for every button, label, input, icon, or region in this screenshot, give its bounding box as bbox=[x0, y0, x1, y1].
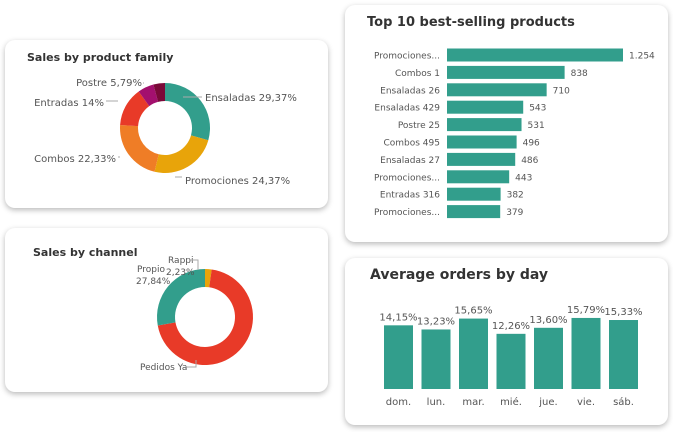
x-tick-label: jue. bbox=[538, 397, 557, 408]
bar bbox=[496, 333, 526, 389]
x-tick-label: sáb. bbox=[613, 396, 634, 408]
x-tick-label: dom. bbox=[386, 397, 411, 408]
bar bbox=[534, 327, 563, 389]
title-top10: Top 10 best-selling products bbox=[367, 15, 575, 30]
bar-category-label: Combos 1 bbox=[395, 69, 440, 79]
bar bbox=[447, 135, 517, 149]
slice-label: 27,84% bbox=[136, 277, 171, 287]
x-tick-label: mar. bbox=[462, 397, 484, 408]
bar-value-label: 15,65% bbox=[454, 306, 492, 317]
bar-value-label: 13,60% bbox=[529, 315, 567, 326]
bar-category-label: Promociones... bbox=[374, 52, 440, 62]
bar-value-label: 443 bbox=[515, 173, 532, 183]
title-orders-by-day: Average orders by day bbox=[370, 267, 549, 283]
bar-value-label: 379 bbox=[506, 208, 523, 218]
bar-value-label: 486 bbox=[521, 156, 538, 166]
bar bbox=[384, 325, 413, 389]
bar bbox=[447, 170, 510, 184]
bar bbox=[447, 48, 623, 62]
bar-value-label: 496 bbox=[523, 139, 540, 149]
slice-label: Pedidos Ya bbox=[140, 363, 187, 373]
bar-value-label: 12,26% bbox=[492, 321, 530, 332]
x-tick-label: lun. bbox=[427, 397, 446, 408]
bar-value-label: 838 bbox=[571, 69, 588, 79]
bar-value-label: 382 bbox=[507, 191, 524, 201]
slice-label: 2,23% bbox=[166, 268, 195, 278]
bar bbox=[459, 318, 488, 389]
slice-label: Entradas 14% bbox=[34, 98, 104, 109]
donut-slice bbox=[154, 135, 209, 173]
bar-value-label: 15,33% bbox=[604, 307, 642, 318]
bar bbox=[609, 320, 638, 389]
title-channel: Sales by channel bbox=[33, 246, 138, 259]
slice-label: Promociones 24,37% bbox=[185, 176, 290, 187]
bar-category-label: Promociones... bbox=[374, 173, 440, 183]
bar-value-label: 13,23% bbox=[417, 316, 455, 327]
bar-category-label: Ensaladas 27 bbox=[380, 156, 440, 166]
bar-category-label: Combos 495 bbox=[383, 139, 440, 149]
bar-value-label: 543 bbox=[529, 104, 546, 114]
bar-category-label: Promociones... bbox=[374, 208, 440, 218]
donut-slice bbox=[205, 269, 212, 288]
bar bbox=[447, 118, 522, 132]
bar bbox=[447, 65, 565, 79]
slice-label: Ensaladas 29,37% bbox=[205, 93, 297, 104]
bar bbox=[447, 187, 501, 201]
bar-value-label: 1.254 bbox=[629, 52, 655, 62]
bar-value-label: 531 bbox=[528, 121, 545, 131]
leader-line bbox=[187, 360, 197, 368]
slice-label: Propio bbox=[137, 265, 165, 275]
card-product-family bbox=[5, 40, 328, 208]
bar-category-label: Ensaladas 429 bbox=[374, 104, 440, 114]
donut-slice bbox=[138, 84, 159, 107]
donut-slice bbox=[119, 124, 159, 172]
bar-category-label: Entradas 316 bbox=[380, 191, 440, 201]
slice-label: Postre 5,79% bbox=[76, 78, 142, 89]
donut-slice bbox=[165, 83, 210, 141]
leader-line bbox=[189, 259, 199, 270]
x-tick-label: vie. bbox=[577, 397, 595, 408]
slice-label: Combos 22,33% bbox=[34, 154, 116, 165]
slice-label: Rappi bbox=[168, 256, 194, 266]
bar-category-label: Postre 25 bbox=[398, 121, 440, 131]
bar bbox=[447, 152, 516, 166]
donut-slice bbox=[156, 269, 205, 326]
bar bbox=[447, 83, 547, 97]
x-tick-label: mié. bbox=[500, 396, 522, 408]
bar bbox=[447, 205, 501, 219]
donut-slice bbox=[153, 83, 165, 102]
bar-value-label: 14,15% bbox=[379, 312, 417, 323]
bar-category-label: Ensaladas 26 bbox=[380, 86, 440, 96]
bar-value-label: 710 bbox=[553, 86, 570, 96]
bar bbox=[421, 329, 451, 389]
donut-slice bbox=[157, 269, 254, 366]
donut-slice bbox=[120, 91, 150, 127]
bar bbox=[447, 100, 524, 114]
bar bbox=[571, 317, 601, 389]
bar-value-label: 15,79% bbox=[567, 305, 605, 316]
title-product-family: Sales by product family bbox=[27, 51, 174, 64]
